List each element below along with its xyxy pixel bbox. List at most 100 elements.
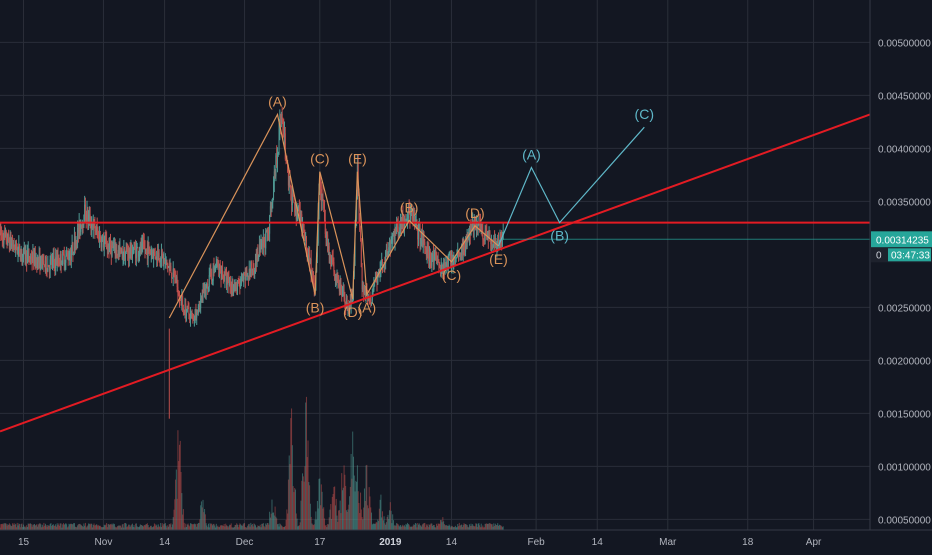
candle-body (443, 263, 445, 272)
volume-bar (441, 522, 443, 530)
candle-body (211, 280, 213, 282)
candle-body (155, 256, 157, 259)
candle-body (255, 255, 257, 265)
wave-label: (B) (550, 228, 569, 244)
candle-body (110, 247, 112, 256)
volume-bar (148, 527, 150, 530)
volume-bar (306, 457, 308, 530)
volume-bar (471, 525, 473, 530)
volume-bar (33, 523, 35, 530)
volume-bar (44, 525, 46, 530)
volume-bar (360, 492, 362, 530)
volume-bar (308, 482, 310, 530)
volume-bar (229, 524, 231, 530)
volume-bar (113, 524, 115, 530)
candle-body (339, 283, 341, 292)
time-axis-panel[interactable] (0, 530, 932, 550)
volume-bar (400, 526, 402, 530)
volume-bar (112, 524, 114, 530)
volume-bar (349, 486, 351, 530)
candle-body (43, 260, 45, 265)
candle-body (55, 257, 57, 269)
volume-bar (202, 499, 204, 530)
candle-body (461, 244, 463, 255)
volume-bar (463, 523, 465, 530)
candle-body (331, 257, 333, 267)
volume-bar (280, 524, 282, 530)
volume-bar (149, 527, 151, 530)
candle-body (255, 255, 257, 271)
candle-body (24, 247, 26, 260)
candle-body (212, 266, 214, 281)
candle-body (308, 253, 310, 261)
volume-bar (102, 527, 104, 530)
candle-body (37, 257, 39, 268)
candle-body (158, 252, 160, 260)
candle-body (309, 253, 311, 264)
candle-body (127, 251, 129, 255)
volume-bar (100, 526, 102, 530)
candle-body (38, 255, 40, 263)
volume-bar (414, 524, 416, 530)
candle-body (262, 238, 264, 247)
candle-body (378, 270, 380, 275)
volume-bar (334, 505, 336, 530)
volume-bar (260, 527, 262, 530)
candle-body (230, 287, 232, 291)
volume-bar (491, 524, 493, 530)
volume-bar (215, 527, 217, 530)
volume-bar (425, 527, 427, 530)
price-axis-panel[interactable] (870, 0, 932, 550)
candle-body (218, 264, 220, 271)
candle-body (98, 232, 100, 242)
candle-body (304, 232, 306, 240)
volume-bar (338, 510, 340, 530)
volume-bar (494, 525, 496, 530)
volume-bar (27, 523, 29, 530)
volume-bar (391, 523, 393, 530)
volume-bar (497, 525, 499, 530)
candle-body (491, 239, 493, 250)
volume-bar (15, 527, 17, 530)
volume-bar (69, 524, 71, 530)
candle-body (62, 251, 64, 265)
volume-bar (147, 525, 149, 530)
candle-body (115, 249, 117, 255)
time-tick-label: 2019 (379, 537, 402, 548)
volume-bar (171, 527, 173, 530)
candle-body (142, 241, 144, 244)
candle-body (176, 276, 178, 287)
volume-bar (172, 517, 174, 530)
candle-body (150, 253, 152, 255)
candle-body (299, 210, 301, 219)
volume-bar (403, 526, 405, 530)
volume-bar (85, 527, 87, 530)
candle-body (424, 242, 426, 248)
candle-body (16, 249, 18, 254)
candle-body (22, 253, 24, 258)
candle-body (465, 240, 467, 252)
volume-bar (84, 525, 86, 530)
candle-body (112, 245, 114, 249)
candle-body (232, 283, 234, 292)
volume-bar (500, 525, 502, 530)
candle-body (91, 224, 93, 229)
volume-bar (184, 527, 186, 530)
volume-bar (332, 493, 334, 530)
volume-bar (357, 491, 359, 530)
candle-body (71, 243, 73, 254)
candle-body (415, 220, 417, 223)
candle-body (495, 243, 497, 251)
candle-body (251, 262, 253, 271)
candle-body (254, 270, 256, 273)
volume-bar (370, 507, 372, 530)
volume-bar (359, 513, 361, 530)
volume-bar (301, 480, 303, 530)
candle-body (31, 260, 33, 262)
candle-body (123, 248, 125, 258)
volume-bar (1, 524, 3, 530)
volume-bar (451, 525, 453, 530)
candle-body (185, 303, 187, 316)
